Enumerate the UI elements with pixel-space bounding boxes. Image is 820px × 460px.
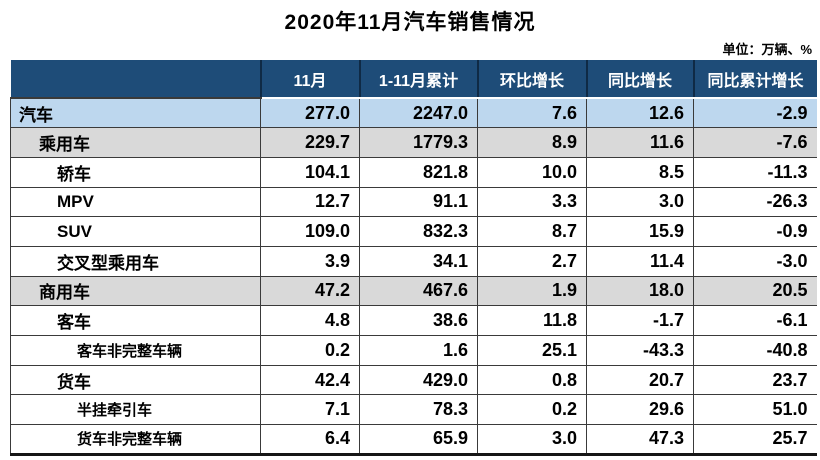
row-label: 乘用车 [10,127,261,158]
cell-yoy-growth: 29.6 [586,394,694,425]
cell-ytd: 34.1 [359,245,478,277]
cell-mom-growth: 8.9 [477,127,587,158]
col-header-november: 11月 [259,60,360,99]
row-label: 轿车 [10,156,261,188]
cell-nov: 47.2 [260,275,360,306]
col-header-yoy-growth: 同比增长 [585,60,694,99]
row-auto-total: 汽车 277.0 2247.0 7.6 12.6 -2.9 [10,98,817,128]
row-label: 商用车 [10,275,261,306]
cell-mom-growth: 10.0 [477,156,587,188]
cell-ytd: 467.6 [359,275,478,306]
cell-nov: 12.7 [260,186,360,217]
cell-yoy-cum-growth: -6.1 [693,305,817,336]
cell-yoy-growth: 12.6 [586,98,694,128]
row-commercial-vehicles: 商用车 47.2 467.6 1.9 18.0 20.5 [10,275,817,306]
cell-yoy-cum-growth: -2.9 [693,98,817,128]
cell-yoy-growth: -43.3 [586,335,694,366]
header-row: 11月 1-11月累计 环比增长 同比增长 同比累计增长 [10,60,817,99]
cell-ytd: 1779.3 [359,127,478,158]
cell-nov: 277.0 [260,98,360,128]
cell-ytd: 2247.0 [359,98,478,128]
table-header: 11月 1-11月累计 环比增长 同比增长 同比累计增长 [10,60,817,99]
row-label: 汽车 [10,98,261,128]
row-label: 半挂牵引车 [10,394,261,425]
cell-yoy-cum-growth: -40.8 [693,335,817,366]
row-label: 客车 [10,305,261,336]
cell-yoy-growth: 8.5 [586,156,694,188]
row-bus-incomplete: 客车非完整车辆 0.2 1.6 25.1 -43.3 -40.8 [10,335,817,366]
cell-nov: 42.4 [260,364,360,395]
sales-table: 11月 1-11月累计 环比增长 同比增长 同比累计增长 汽车 277.0 22… [10,60,817,456]
cell-yoy-growth: 11.6 [586,127,694,158]
row-suv: SUV 109.0 832.3 8.7 15.9 -0.9 [10,216,817,247]
cell-mom-growth: 8.7 [477,216,587,247]
cell-mom-growth: 0.8 [477,364,587,395]
row-semi-trailer: 半挂牵引车 7.1 78.3 0.2 29.6 51.0 [10,394,817,425]
cell-mom-growth: 11.8 [477,305,587,336]
row-label: MPV [10,186,261,217]
page-title: 2020年11月汽车销售情况 [284,11,536,34]
col-header-mom-growth: 环比增长 [476,60,587,99]
cell-yoy-cum-growth: -7.6 [693,127,817,158]
cell-mom-growth: 3.3 [477,186,587,217]
row-label: 客车非完整车辆 [10,335,261,366]
col-header-ytd: 1-11月累计 [358,60,478,99]
col-header-yoy-cum-growth: 同比累计增长 [692,60,817,99]
row-label: 交叉型乘用车 [10,245,261,277]
cell-ytd: 91.1 [359,186,478,217]
cell-nov: 6.4 [260,424,360,456]
cell-mom-growth: 2.7 [477,245,587,277]
row-label: 货车 [10,364,261,395]
cell-yoy-growth: 47.3 [586,424,694,456]
row-bus: 客车 4.8 38.6 11.8 -1.7 -6.1 [10,305,817,336]
cell-mom-growth: 7.6 [477,98,587,128]
cell-yoy-cum-growth: 23.7 [693,364,817,395]
cell-yoy-cum-growth: -3.0 [693,245,817,277]
cell-yoy-cum-growth: -0.9 [693,216,817,247]
cell-nov: 229.7 [260,127,360,158]
cell-mom-growth: 3.0 [477,424,587,456]
cell-ytd: 38.6 [359,305,478,336]
row-truck-incomplete: 货车非完整车辆 6.4 65.9 3.0 47.3 25.7 [10,424,817,456]
row-mpv: MPV 12.7 91.1 3.3 3.0 -26.3 [10,186,817,217]
cell-yoy-growth: 15.9 [586,216,694,247]
cell-yoy-cum-growth: 51.0 [693,394,817,425]
row-sedan: 轿车 104.1 821.8 10.0 8.5 -11.3 [10,156,817,188]
cell-nov: 3.9 [260,245,360,277]
cell-yoy-cum-growth: 20.5 [693,275,817,306]
row-label: 货车非完整车辆 [10,424,261,456]
cell-yoy-growth: 20.7 [586,364,694,395]
cell-yoy-growth: 11.4 [586,245,694,277]
cell-ytd: 429.0 [359,364,478,395]
cell-ytd: 821.8 [359,156,478,188]
cell-ytd: 78.3 [359,394,478,425]
cell-mom-growth: 25.1 [477,335,587,366]
cell-yoy-cum-growth: 25.7 [693,424,817,456]
cell-yoy-growth: 3.0 [586,186,694,217]
cell-nov: 0.2 [260,335,360,366]
cell-yoy-growth: 18.0 [586,275,694,306]
cell-ytd: 832.3 [359,216,478,247]
cell-nov: 109.0 [260,216,360,247]
unit-note: 单位：万辆、% [722,42,812,57]
row-label: SUV [10,216,261,247]
col-header-category [10,60,261,99]
cell-ytd: 1.6 [359,335,478,366]
cell-mom-growth: 1.9 [477,275,587,306]
cell-yoy-growth: -1.7 [586,305,694,336]
cell-nov: 104.1 [260,156,360,188]
row-passenger-vehicles: 乘用车 229.7 1779.3 8.9 11.6 -7.6 [10,127,817,158]
row-crossover: 交叉型乘用车 3.9 34.1 2.7 11.4 -3.0 [10,245,817,277]
row-truck: 货车 42.4 429.0 0.8 20.7 23.7 [10,364,817,395]
cell-nov: 7.1 [260,394,360,425]
cell-yoy-cum-growth: -11.3 [693,156,817,188]
cell-mom-growth: 0.2 [477,394,587,425]
cell-yoy-cum-growth: -26.3 [693,186,817,217]
cell-ytd: 65.9 [359,424,478,456]
cell-nov: 4.8 [260,305,360,336]
